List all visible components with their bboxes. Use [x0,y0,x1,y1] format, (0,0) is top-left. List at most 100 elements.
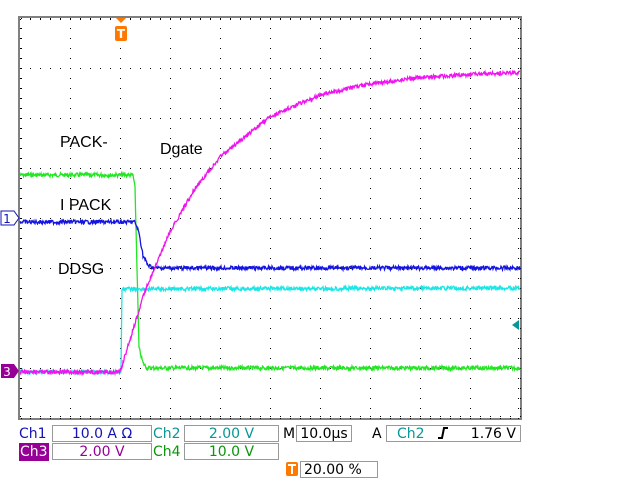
grid-dot [200,418,201,419]
grid-dot [360,118,361,119]
ch1-scale[interactable]: 10.0 A Ω [52,425,152,442]
grid-dot [20,228,21,229]
grid-dot [170,238,171,239]
grid-dot [370,418,371,419]
grid-dot [120,338,121,339]
grid-dot [20,268,21,269]
grid-dot [70,408,71,409]
grid-dot [320,378,321,379]
grid-dot [470,238,471,239]
grid-dot [320,416,321,417]
grid-dot [520,88,521,89]
grid-dot [110,118,111,119]
grid-dot [518,108,519,109]
grid-dot [110,368,111,369]
grid-dot [470,258,471,259]
grid-dot [20,158,21,159]
grid-dot [270,188,271,189]
ch2-label[interactable]: Ch2 [153,426,181,442]
grid-dot [120,308,121,309]
ch3-label[interactable]: Ch3 [19,443,49,461]
grid-dot [150,168,151,169]
ch4-label[interactable]: Ch4 [153,444,181,460]
grid-dot [110,19,111,20]
trigger-source: Ch2 [397,426,425,442]
trigger-level-marker[interactable] [512,320,519,330]
grid-dot [170,398,171,399]
grid-dot [100,68,101,69]
grid-dot [518,348,519,349]
grid-dot [70,208,71,209]
grid-dot [420,238,421,239]
grid-dot [20,288,21,289]
grid-dot [320,318,321,319]
grid-dot [420,28,421,29]
grid-dot [70,288,71,289]
grid-dot [210,418,211,419]
grid-dot [420,328,421,329]
grid-dot [170,58,171,59]
grid-dot [320,148,321,149]
trigger-settings[interactable]: Ch2 1.76 V [386,425,521,442]
grid-dot [21,218,22,219]
grid-dot [70,258,71,259]
grid-dot [120,148,121,149]
timebase[interactable]: 10.0µs [296,425,352,442]
grid-dot [310,416,311,417]
grid-dot [140,68,141,69]
ch3-ground-marker[interactable]: 3 [1,364,19,379]
grid-dot [310,18,311,19]
grid-dot [21,158,22,159]
ch4-scale[interactable]: 10.0 V [184,443,279,460]
grid-dot [518,308,519,309]
grid-dot [270,258,271,259]
grid-dot [320,228,321,229]
grid-dot [20,208,21,209]
grid-dot [320,328,321,329]
trigger-position-marker[interactable]: T [115,18,127,41]
grid-dot [370,298,371,299]
grid-dot [370,318,371,319]
grid-dot [70,218,71,219]
grid-dot [120,128,121,129]
grid-dot [220,348,221,349]
grid-dot [518,238,519,239]
grid-dot [430,318,431,319]
grid-dot [520,408,521,409]
grid-dot [410,19,411,20]
grid-dot [370,118,371,119]
grid-dot [120,178,121,179]
grid-dot [270,118,271,119]
trigger-position[interactable]: 20.00 % [300,461,378,478]
grid-dot [310,68,311,69]
grid-dot [70,418,71,419]
ch3-scale[interactable]: 2.00 V [52,443,152,460]
ch2-scale[interactable]: 2.00 V [184,425,279,442]
grid-dot [520,288,521,289]
grid-dot [370,38,371,39]
grid-dot [350,416,351,417]
grid-dot [470,168,471,169]
grid-dot [420,248,421,249]
ch1-label[interactable]: Ch1 [19,426,47,442]
grid-dot [120,318,121,319]
grid-dot [20,48,21,49]
grid-dot [430,218,431,219]
grid-dot [21,168,22,169]
ch1-ground-marker[interactable]: 1 [0,210,20,226]
grid-dot [150,318,151,319]
grid-dot [410,68,411,69]
grid-dot [270,218,271,219]
grid-dot [410,18,411,19]
grid-dot [470,178,471,179]
grid-dot [370,48,371,49]
grid-dot [250,19,251,20]
grid-dot [420,128,421,129]
grid-dot [518,18,519,19]
grid-dot [518,208,519,209]
grid-dot [320,358,321,359]
grid-dot [270,48,271,49]
grid-dot [200,318,201,319]
grid-dot [220,248,221,249]
grid-dot [518,298,519,299]
